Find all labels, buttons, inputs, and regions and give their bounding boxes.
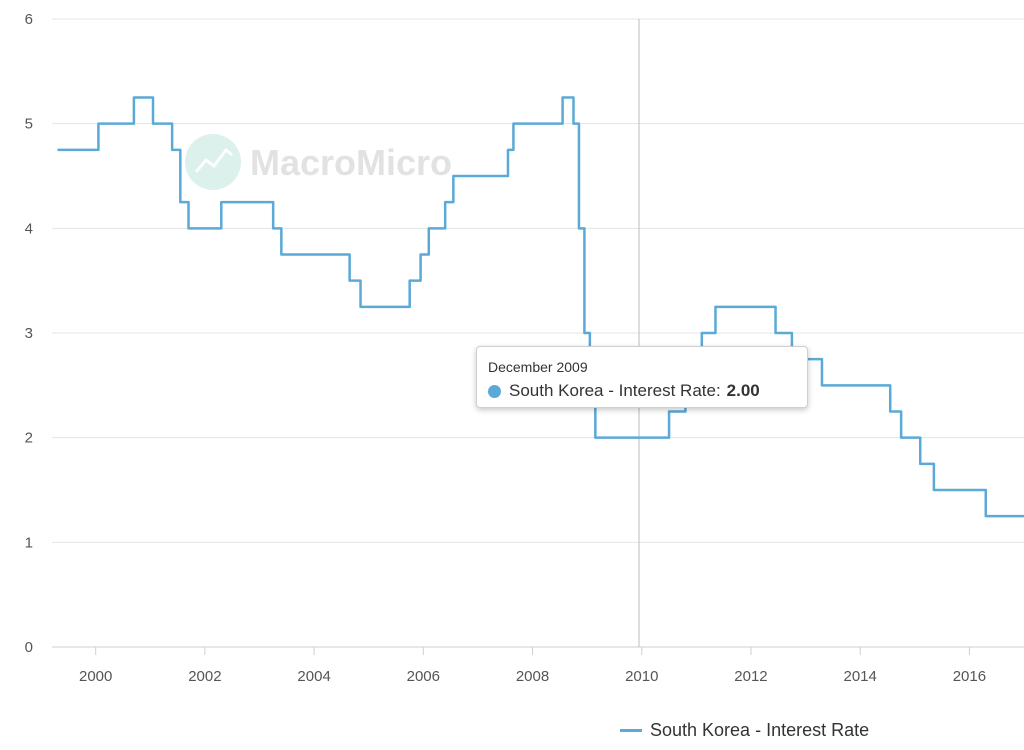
tooltip-date: December 2009 <box>488 359 588 375</box>
tooltip-row: South Korea - Interest Rate: 2.00 <box>488 381 795 401</box>
series-line <box>57 96 1024 518</box>
x-tick-label: 2006 <box>407 668 440 685</box>
x-tick-label: 2002 <box>188 668 221 685</box>
x-tick-label: 2014 <box>843 668 876 685</box>
x-tick-label: 2012 <box>734 668 767 685</box>
y-tick-label: 3 <box>25 325 33 342</box>
grid-lines <box>52 18 1024 543</box>
watermark: MacroMicro <box>185 134 452 190</box>
legend[interactable]: South Korea - Interest Rate <box>620 718 869 742</box>
y-tick-label: 4 <box>25 220 33 237</box>
y-tick-label: 5 <box>25 116 33 133</box>
x-tick-label: 2016 <box>953 668 986 685</box>
tooltip: December 2009 South Korea - Interest Rat… <box>476 346 808 408</box>
x-tick-label: 2010 <box>625 668 658 685</box>
y-tick-label: 2 <box>25 430 33 447</box>
x-axis-labels: 2000 2002 2004 2006 2008 2010 2012 2014 2016 <box>79 668 986 685</box>
x-tick-label: 2008 <box>516 668 549 685</box>
y-axis-labels: 0 1 2 3 4 5 6 <box>25 11 33 656</box>
x-tick-label: 2000 <box>79 668 112 685</box>
macromicro-logo-icon <box>185 134 241 190</box>
tooltip-series-label: South Korea - Interest Rate: <box>509 381 721 400</box>
series-dot-icon <box>488 384 501 398</box>
watermark-text: MacroMicro <box>250 142 452 183</box>
y-tick-label: 6 <box>25 11 33 28</box>
x-tick-label: 2004 <box>297 668 330 685</box>
legend-label: South Korea - Interest Rate <box>650 719 870 740</box>
y-tick-label: 0 <box>25 639 33 656</box>
tooltip-value: 2.00 <box>726 381 760 400</box>
series-layer <box>57 96 1024 518</box>
axes <box>52 646 1024 655</box>
legend-line-icon <box>620 728 642 732</box>
y-tick-label: 1 <box>25 534 33 551</box>
